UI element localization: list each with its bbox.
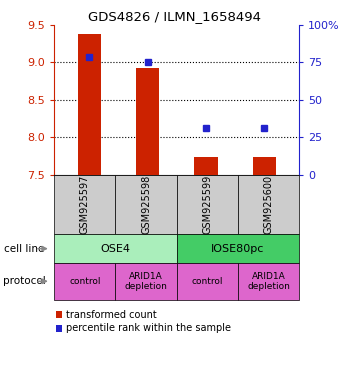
Text: control: control: [69, 277, 101, 286]
Text: ARID1A
depletion: ARID1A depletion: [247, 271, 290, 291]
Text: control: control: [192, 277, 223, 286]
Text: protocol: protocol: [4, 276, 46, 286]
Text: percentile rank within the sample: percentile rank within the sample: [66, 323, 231, 333]
Bar: [194, 157, 218, 175]
Text: GSM925600: GSM925600: [264, 175, 274, 234]
Bar: [78, 34, 101, 175]
Bar: [136, 68, 159, 175]
Text: cell line: cell line: [4, 243, 44, 254]
Text: GDS4826 / ILMN_1658494: GDS4826 / ILMN_1658494: [89, 10, 261, 23]
Text: OSE4: OSE4: [100, 243, 131, 254]
Text: GSM925597: GSM925597: [80, 175, 90, 234]
Text: IOSE80pc: IOSE80pc: [211, 243, 265, 254]
Text: ARID1A
depletion: ARID1A depletion: [125, 271, 168, 291]
Bar: [253, 157, 276, 175]
Text: transformed count: transformed count: [66, 310, 157, 320]
Text: GSM925599: GSM925599: [202, 175, 212, 234]
Text: GSM925598: GSM925598: [141, 175, 151, 234]
